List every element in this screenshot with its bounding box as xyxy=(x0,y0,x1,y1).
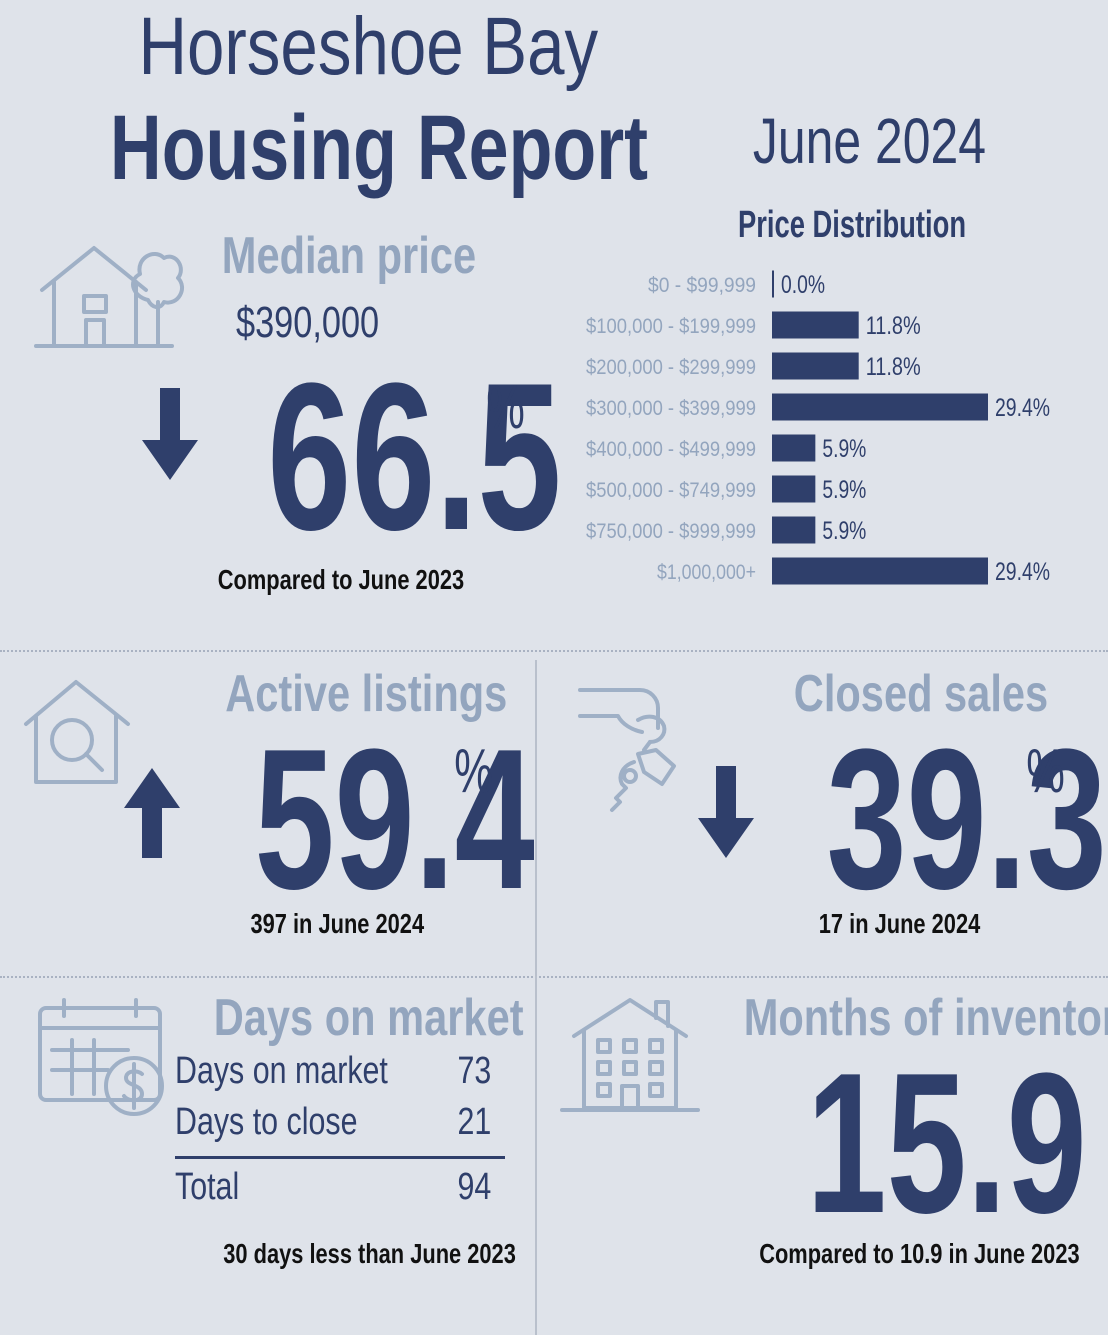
value-label: 5.9% xyxy=(822,476,866,504)
dom-total-value: 94 xyxy=(457,1166,491,1208)
months-of-inventory-value: 15.9 xyxy=(806,1032,1087,1255)
chart-title: Price Distribution xyxy=(738,204,967,246)
category-label: $1,000,000+ xyxy=(657,561,756,584)
price-bar xyxy=(772,393,988,421)
arrow-down-icon xyxy=(142,388,198,480)
median-price-value: $390,000 xyxy=(236,298,380,347)
median-price-percent-sign: % xyxy=(486,373,525,442)
days-on-market-note: 30 days less than June 2023 xyxy=(223,1238,516,1269)
value-label: 11.8% xyxy=(866,312,921,340)
dom-row-label: Days on market xyxy=(175,1050,388,1092)
arrow-up-icon xyxy=(124,768,180,858)
total-divider xyxy=(175,1156,505,1159)
closed-sales-change: 39.3 xyxy=(826,708,1107,931)
price-bar xyxy=(772,516,816,544)
category-label: $0 - $99,999 xyxy=(648,274,756,297)
months-of-inventory-heading: Months of inventory xyxy=(743,989,1108,1047)
value-label: 5.9% xyxy=(822,517,866,545)
dom-row-days-on-market: Days on market 73 xyxy=(175,1050,505,1094)
value-label: 29.4% xyxy=(995,394,1050,422)
closed-sales-note: 17 in June 2024 xyxy=(818,908,981,939)
section-divider-bottom xyxy=(0,976,1108,978)
report-month: June 2024 xyxy=(752,105,987,177)
active-listings-percent-sign: % xyxy=(454,737,493,806)
hand-keys-icon xyxy=(578,688,676,812)
dom-row-value: 21 xyxy=(457,1101,491,1143)
house-tree-icon xyxy=(34,246,184,348)
column-divider xyxy=(535,660,537,1335)
days-on-market-heading: Days on market xyxy=(213,989,524,1047)
median-price-change: 66.5 xyxy=(267,339,562,574)
building-icon xyxy=(560,998,700,1112)
price-bar xyxy=(772,270,774,298)
median-price-note: Compared to June 2023 xyxy=(217,564,465,595)
category-label: $300,000 - $399,999 xyxy=(586,397,756,420)
dom-row-days-to-close: Days to close 21 xyxy=(175,1101,505,1145)
dom-row-total: Total 94 xyxy=(175,1166,505,1210)
active-listings-change: 59.4 xyxy=(254,708,535,931)
category-label: $750,000 - $999,999 xyxy=(586,520,756,543)
category-label: $500,000 - $749,999 xyxy=(586,479,756,502)
category-label: $200,000 - $299,999 xyxy=(586,356,756,379)
median-price-heading: Median price xyxy=(221,227,477,285)
price-distribution-chart: $0 - $99,999 0.0% $100,000 - $199,999 11.8%… xyxy=(586,270,1050,586)
dom-row-value: 73 xyxy=(457,1050,491,1092)
price-bar xyxy=(772,352,859,380)
category-label: $400,000 - $499,999 xyxy=(586,438,756,461)
active-listings-note: 397 in June 2024 xyxy=(250,908,425,939)
arrow-down-icon xyxy=(698,766,754,858)
dom-total-label: Total xyxy=(175,1166,240,1208)
value-label: 0.0% xyxy=(781,271,825,299)
price-bar xyxy=(772,475,816,503)
section-divider-top xyxy=(0,650,1108,652)
price-bar xyxy=(772,311,859,339)
price-bar xyxy=(772,557,988,585)
closed-sales-heading: Closed sales xyxy=(793,665,1049,723)
category-label: $100,000 - $199,999 xyxy=(586,315,756,338)
dom-row-label: Days to close xyxy=(175,1101,358,1143)
closed-sales-percent-sign: % xyxy=(1026,737,1065,806)
value-label: 29.4% xyxy=(995,558,1050,586)
price-bar xyxy=(772,434,816,462)
active-listings-heading: Active listings xyxy=(225,665,508,723)
value-label: 5.9% xyxy=(822,435,866,463)
months-of-inventory-note: Compared to 10.9 in June 2023 xyxy=(759,1238,1080,1269)
house-search-icon xyxy=(24,680,130,784)
report-title-line1: Horseshoe Bay xyxy=(138,1,599,92)
calendar-dollar-icon xyxy=(38,998,164,1116)
value-label: 11.8% xyxy=(866,353,921,381)
report-title-line2: Housing Report xyxy=(109,97,649,199)
